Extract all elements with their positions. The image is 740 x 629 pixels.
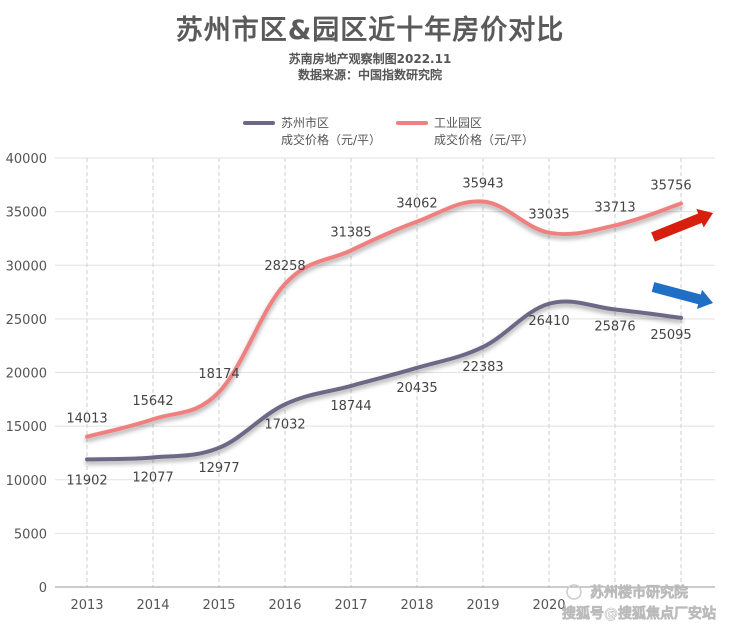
data-label: 35756 bbox=[650, 179, 691, 194]
y-tick-label: 5000 bbox=[14, 527, 47, 542]
y-tick-label: 30000 bbox=[6, 259, 47, 274]
chart-subtitle-data: 数据来源：中国指数研究院 bbox=[297, 68, 442, 82]
data-label: 25095 bbox=[650, 328, 691, 343]
chart-title: 苏州市区&园区近十年房价对比 bbox=[175, 15, 565, 46]
wechat-logo-icon bbox=[566, 584, 582, 600]
y-axis-ticks: 0 5000 10000 15000 20000 25000 30000 35000 40000 bbox=[6, 152, 47, 596]
x-tick-label: 2019 bbox=[466, 598, 499, 613]
trend-arrows bbox=[651, 208, 713, 310]
data-label: 17032 bbox=[264, 417, 305, 432]
series-line-1 bbox=[85, 199, 683, 439]
data-label: 15642 bbox=[132, 394, 173, 409]
y-tick-label: 10000 bbox=[6, 474, 47, 489]
data-label: 35943 bbox=[462, 177, 503, 192]
x-tick-label: 2017 bbox=[334, 598, 367, 613]
grid-lines bbox=[55, 157, 715, 588]
y-tick-label: 20000 bbox=[6, 367, 47, 382]
legend-sublabel-1: 成交价格（元/平） bbox=[434, 132, 534, 147]
x-tick-label: 2015 bbox=[202, 598, 235, 613]
x-tick-label: 2020 bbox=[532, 598, 565, 613]
y-tick-label: 25000 bbox=[6, 313, 47, 328]
legend-label-1: 工业园区 bbox=[434, 116, 482, 130]
x-tick-label: 2013 bbox=[70, 598, 103, 613]
data-label: 18174 bbox=[198, 367, 239, 382]
watermark-line-2: 搜狐号@搜狐焦点厂安站 bbox=[562, 605, 716, 622]
data-label: 25876 bbox=[594, 319, 635, 334]
data-label: 14013 bbox=[66, 412, 107, 427]
y-tick-label: 15000 bbox=[6, 420, 47, 435]
data-label: 34062 bbox=[396, 197, 437, 212]
data-label: 33035 bbox=[528, 208, 569, 223]
chart-subtitle-source: 苏南房地产观察制图2022.11 bbox=[288, 52, 452, 66]
data-label: 11902 bbox=[66, 473, 107, 488]
series-line-0 bbox=[85, 299, 683, 462]
data-label: 12977 bbox=[198, 461, 239, 476]
x-tick-label: 2014 bbox=[136, 598, 169, 613]
series-lines bbox=[85, 199, 683, 462]
down-trend-arrow-icon bbox=[651, 282, 713, 310]
data-label: 22383 bbox=[462, 360, 503, 375]
data-label: 28258 bbox=[264, 259, 305, 274]
y-tick-label: 40000 bbox=[6, 152, 47, 167]
x-tick-label: 2016 bbox=[268, 598, 301, 613]
data-label: 18744 bbox=[330, 399, 371, 414]
data-label: 31385 bbox=[330, 225, 371, 240]
y-tick-label: 35000 bbox=[6, 206, 47, 221]
data-labels: 11902 12077 12977 17032 18744 20435 22383 26410… bbox=[66, 177, 691, 489]
data-label: 20435 bbox=[396, 381, 437, 396]
x-tick-label: 2018 bbox=[400, 598, 433, 613]
y-tick-label: 0 bbox=[39, 581, 47, 596]
legend-label-0: 苏州市区 bbox=[281, 115, 329, 130]
x-axis-ticks: 2013 2014 2015 2016 2017 2018 2019 2020 bbox=[70, 598, 565, 613]
watermark-line-1: 苏州楼市研究院 bbox=[590, 584, 688, 601]
data-label: 12077 bbox=[132, 470, 173, 485]
up-trend-arrow-icon bbox=[651, 208, 713, 242]
data-label: 33713 bbox=[594, 200, 635, 215]
legend-sublabel-0: 成交价格（元/平） bbox=[281, 132, 381, 147]
data-label: 26410 bbox=[528, 314, 569, 329]
